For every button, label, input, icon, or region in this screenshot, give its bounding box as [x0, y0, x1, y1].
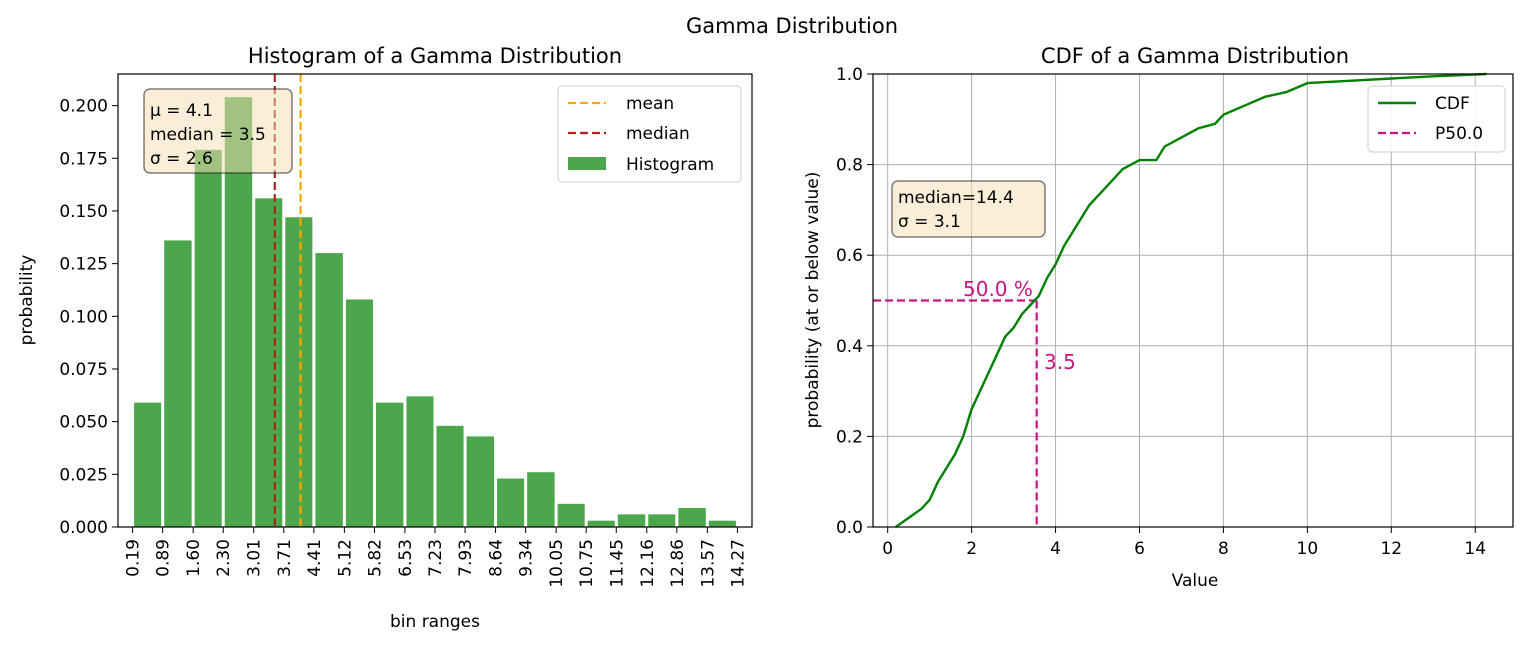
histogram-bar	[527, 472, 555, 527]
histogram-x-tick-label: 6.53	[396, 539, 416, 577]
cdf-chart: CDF of a Gamma Distribution 0.0 0.2 0.4 0.6…	[803, 44, 1514, 591]
figure-title: Gamma Distribution	[686, 14, 898, 38]
histogram-y-axis-label: probability	[17, 255, 37, 346]
histogram-bar	[345, 299, 373, 527]
cdf-y-tick-label: 0.2	[836, 427, 863, 447]
histogram-bar	[497, 478, 525, 527]
legend-mean-label: mean	[626, 94, 674, 114]
histogram-x-tick-label: 3.01	[245, 539, 265, 577]
legend-p50-label: P50.0	[1435, 124, 1483, 144]
histogram-bar	[436, 425, 464, 527]
cdf-y-tick-label: 0.8	[836, 156, 863, 176]
cdf-y-ticks: 0.0 0.2 0.4 0.6 0.8 1.0	[836, 65, 873, 538]
histogram-bar	[678, 508, 706, 527]
cdf-x-tick-label: 4	[1050, 539, 1061, 559]
histogram-title: Histogram of a Gamma Distribution	[248, 44, 622, 68]
histogram-bar	[708, 520, 736, 527]
cdf-title: CDF of a Gamma Distribution	[1041, 44, 1349, 68]
histogram-x-tick-label: 12.86	[668, 539, 688, 588]
histogram-x-tick-label: 5.82	[365, 539, 385, 577]
stats-mean: μ = 4.1	[150, 101, 213, 121]
cdf-x-tick-label: 8	[1218, 539, 1229, 559]
cdf-stats-median: median=14.4	[898, 188, 1014, 208]
histogram-x-tick-label: 14.27	[728, 539, 748, 588]
legend-histogram-swatch	[568, 157, 606, 170]
cdf-x-ticks: 0 2 4 6 8 10 12 14	[882, 527, 1486, 559]
legend-cdf-label: CDF	[1435, 94, 1470, 114]
histogram-bar	[315, 253, 343, 527]
histogram-bar	[255, 198, 283, 527]
histogram-axes-frame	[117, 73, 753, 528]
histogram-y-tick-label: 0.125	[59, 255, 108, 275]
histogram-y-tick-label: 0.050	[59, 413, 108, 433]
histogram-x-tick-label: 1.60	[184, 539, 204, 577]
p50-value-label: 3.5	[1044, 350, 1076, 374]
stats-sigma: σ = 2.6	[150, 149, 213, 169]
cdf-series-line	[895, 72, 1487, 528]
histogram-x-tick-label: 9.34	[517, 539, 537, 577]
histogram-x-tick-label: 10.05	[547, 539, 567, 588]
histogram-x-tick-label: 5.12	[335, 539, 355, 577]
cdf-x-tick-label: 2	[966, 539, 977, 559]
histogram-y-ticks: 0.000 0.025 0.050 0.075 0.100 0.125 0.150 0.175…	[59, 97, 118, 538]
cdf-stats-sigma: σ = 3.1	[898, 212, 961, 232]
legend-histogram-label: Histogram	[626, 155, 714, 175]
cdf-p50-lines	[873, 299, 1038, 527]
histogram-y-tick-label: 0.175	[59, 149, 108, 169]
histogram-x-ticks: 0.19 0.89 1.60 2.30 3.01 3.71 4.41 5.12 5.82 6.53…	[124, 527, 748, 588]
histogram-bar	[134, 402, 162, 527]
cdf-y-tick-label: 0.4	[836, 337, 863, 357]
histogram-y-tick-label: 0.000	[59, 518, 108, 538]
histogram-bar	[648, 514, 676, 527]
histogram-x-tick-label: 0.19	[124, 539, 144, 577]
histogram-bar	[466, 436, 495, 527]
cdf-y-tick-label: 1.0	[836, 65, 863, 85]
histogram-y-tick-label: 0.075	[59, 360, 108, 380]
histogram-x-tick-label: 2.30	[214, 539, 234, 577]
histogram-x-tick-label: 11.45	[607, 539, 627, 588]
cdf-axes-frame	[872, 73, 1514, 528]
histogram-y-tick-label: 0.150	[59, 202, 108, 222]
cdf-x-tick-label: 14	[1464, 539, 1486, 559]
histogram-x-tick-label: 10.75	[577, 539, 597, 588]
histogram-y-tick-label: 0.025	[59, 465, 108, 485]
histogram-x-tick-label: 7.23	[426, 539, 446, 577]
histogram-bar	[194, 149, 222, 527]
cdf-x-tick-label: 0	[882, 539, 893, 559]
stats-median: median = 3.5	[150, 125, 266, 145]
cdf-x-tick-label: 6	[1134, 539, 1145, 559]
cdf-y-axis-label: probability (at or below value)	[803, 172, 823, 429]
cdf-line	[895, 72, 1487, 528]
cdf-stats-box: median=14.4 σ = 3.1	[891, 180, 1046, 238]
histogram-bar	[557, 503, 585, 527]
legend-median-label: median	[626, 124, 690, 144]
histogram-y-tick-label: 0.100	[59, 307, 108, 327]
cdf-x-axis-label: Value	[1172, 571, 1219, 591]
histogram-legend: mean median Histogram	[557, 85, 742, 183]
histogram-bar	[587, 520, 615, 527]
cdf-y-tick-label: 0.0	[836, 518, 863, 538]
cdf-x-tick-label: 12	[1380, 539, 1402, 559]
cdf-y-tick-label: 0.6	[836, 246, 863, 266]
histogram-bar	[285, 217, 313, 527]
cdf-x-tick-label: 10	[1297, 539, 1319, 559]
histogram-x-tick-label: 12.16	[638, 539, 658, 588]
histogram-x-tick-label: 7.93	[456, 539, 476, 577]
histogram-x-tick-label: 0.89	[154, 539, 174, 577]
histogram-stats-box: μ = 4.1 median = 3.5 σ = 2.6	[143, 88, 293, 174]
cdf-legend: CDF P50.0	[1367, 85, 1506, 153]
histogram-chart: Histogram of a Gamma Distribution 0.0000…	[17, 44, 753, 632]
histogram-x-axis-label: bin ranges	[390, 612, 480, 632]
histogram-bar	[375, 402, 404, 527]
histogram-x-tick-label: 8.64	[487, 539, 507, 577]
p50-percent-label: 50.0 %	[963, 277, 1033, 301]
histogram-x-tick-label: 3.71	[275, 539, 295, 577]
histogram-y-tick-label: 0.200	[59, 97, 108, 117]
histogram-bar	[617, 514, 646, 527]
histogram-x-tick-label: 4.41	[305, 539, 325, 577]
histogram-bar	[406, 396, 434, 527]
histogram-x-tick-label: 13.57	[698, 539, 718, 588]
histogram-bar	[164, 240, 192, 527]
